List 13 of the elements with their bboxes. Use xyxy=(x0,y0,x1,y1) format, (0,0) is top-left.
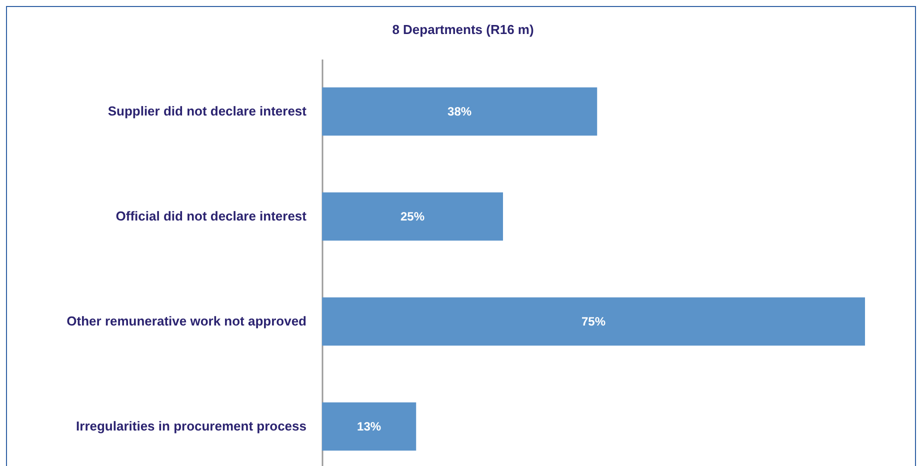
bar xyxy=(322,192,503,241)
y-tick-label: Other remunerative work not approved xyxy=(66,314,307,328)
bar xyxy=(322,297,865,346)
data-label: 13% xyxy=(357,420,382,434)
bar xyxy=(322,402,416,451)
chart-title: 8 Departments (R16 m) xyxy=(392,22,534,37)
data-label: 38% xyxy=(448,104,472,118)
y-tick-label: Official did not declare interest xyxy=(116,208,308,224)
data-label: 75% xyxy=(581,314,606,328)
y-tick-label: Irregularities in procurement process xyxy=(76,418,306,434)
bar xyxy=(322,87,598,136)
data-label: 25% xyxy=(400,210,425,224)
y-tick-label: Supplier did not declare interest xyxy=(108,104,308,118)
